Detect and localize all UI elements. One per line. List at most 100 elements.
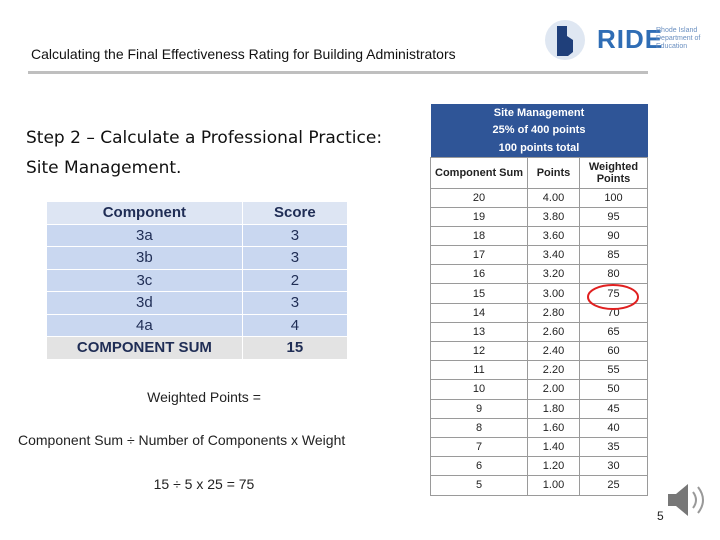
rating-row: 17 3.40 85 <box>430 245 648 266</box>
rating-row: 12 2.40 60 <box>430 340 648 362</box>
cell: 3.20 <box>527 264 580 285</box>
cell: 3a <box>46 223 243 247</box>
cell: 90 <box>579 225 648 247</box>
rating-row: 13 2.60 65 <box>430 321 648 343</box>
rating-row: 14 2.80 70 <box>430 302 648 323</box>
cell: 18 <box>430 225 528 247</box>
cell: 2.60 <box>527 321 580 343</box>
cell: 17 <box>430 245 528 266</box>
cell: 14 <box>430 302 528 323</box>
rating-row: 20 4.00 100 <box>430 187 648 208</box>
rating-row: 9 1.80 45 <box>430 398 648 419</box>
score-table: Component Score 3a 3 3b 3 3c 2 3d 3 4a 4 COMPONENT S… <box>46 201 349 360</box>
cell: 25 <box>579 475 648 496</box>
column-header: Score <box>241 201 349 225</box>
rating-row: 18 3.60 90 <box>430 225 648 247</box>
cell: COMPONENT SUM <box>46 336 243 360</box>
cell: 60 <box>579 340 648 362</box>
cell: 20 <box>430 187 528 208</box>
cell: 3.40 <box>527 245 580 266</box>
cell: 7 <box>430 436 528 458</box>
cell: 35 <box>579 436 648 458</box>
column-header: Weighted Points <box>579 156 648 189</box>
speaker-icon <box>668 484 704 516</box>
step-heading: Step 2 – Calculate a Professional Practi… <box>26 123 382 183</box>
cell: 3.00 <box>527 283 580 304</box>
column-header: Component <box>46 201 243 225</box>
cell: 55 <box>579 360 648 381</box>
cell: 15 <box>430 283 528 304</box>
rating-row: 8 1.60 40 <box>430 417 648 438</box>
header-row: Component Sum Points Weighted Points <box>430 156 648 189</box>
header-rule <box>28 71 648 74</box>
cell: 2.20 <box>527 360 580 381</box>
rating-row: 6 1.20 30 <box>430 456 648 477</box>
rating-row: 11 2.20 55 <box>430 360 648 381</box>
score-row: 3d 3 <box>46 291 349 315</box>
cell: 95 <box>579 206 648 227</box>
header-row: Component Score <box>46 201 349 225</box>
logo-name: RIDE <box>597 24 664 54</box>
cell: 40 <box>579 417 648 438</box>
cell: 2.40 <box>527 340 580 362</box>
heading-line: Site Management. <box>26 158 182 178</box>
cell: 1.00 <box>527 475 580 496</box>
title-line: 25% of 400 points <box>430 121 648 139</box>
cell: 30 <box>579 456 648 477</box>
rating-row: 5 1.00 25 <box>430 475 648 496</box>
cell: 3d <box>46 291 243 315</box>
cell: 3.80 <box>527 206 580 227</box>
formula-label: Weighted Points = <box>147 389 261 405</box>
cell: 3 <box>241 291 349 315</box>
slide-title: Calculating the Final Effectiveness Rati… <box>31 46 456 62</box>
cell: 11 <box>430 360 528 381</box>
page-number: 5 <box>657 509 664 523</box>
cell: 1.40 <box>527 436 580 458</box>
cell: 5 <box>430 475 528 496</box>
title-row: 25% of 400 points <box>430 121 648 139</box>
title-line: 100 points total <box>430 139 648 157</box>
cell: 3.60 <box>527 225 580 247</box>
logo-icon <box>545 20 585 60</box>
cell: 19 <box>430 206 528 227</box>
score-row: 3c 2 <box>46 268 349 292</box>
cell: 1.80 <box>527 398 580 419</box>
cell: 10 <box>430 379 528 400</box>
cell: 100 <box>579 187 648 208</box>
title-line: Site Management <box>430 104 648 122</box>
cell: 4 <box>241 313 349 337</box>
column-header: Component Sum <box>430 156 528 189</box>
cell: 13 <box>430 321 528 343</box>
cell: 1.60 <box>527 417 580 438</box>
cell: 6 <box>430 456 528 477</box>
score-row: COMPONENT SUM 15 <box>46 336 349 360</box>
cell: 4.00 <box>527 187 580 208</box>
rating-row: 19 3.80 95 <box>430 206 648 227</box>
formula-example: 15 ÷ 5 x 25 = 75 <box>153 476 255 492</box>
rating-row: 16 3.20 80 <box>430 264 648 285</box>
cell: 3b <box>46 246 243 270</box>
cell: 50 <box>579 379 648 400</box>
cell: 2 <box>241 268 349 292</box>
cell: 3c <box>46 268 243 292</box>
column-header: Points <box>527 156 580 189</box>
cell: 3 <box>241 223 349 247</box>
cell: 85 <box>579 245 648 266</box>
cell: 8 <box>430 417 528 438</box>
title-row: 100 points total <box>430 139 648 157</box>
formula-expression: Component Sum ÷ Number of Components x W… <box>18 432 346 448</box>
cell: 12 <box>430 340 528 362</box>
score-row: 3a 3 <box>46 223 349 247</box>
rating-row: 7 1.40 35 <box>430 436 648 458</box>
rating-row: 10 2.00 50 <box>430 379 648 400</box>
cell: 3 <box>241 246 349 270</box>
cell: 2.80 <box>527 302 580 323</box>
cell: 80 <box>579 264 648 285</box>
cell: 65 <box>579 321 648 343</box>
cell: 16 <box>430 264 528 285</box>
highlight-circle <box>587 284 639 310</box>
cell: 1.20 <box>527 456 580 477</box>
cell: 15 <box>241 336 349 360</box>
score-row: 3b 3 <box>46 246 349 270</box>
